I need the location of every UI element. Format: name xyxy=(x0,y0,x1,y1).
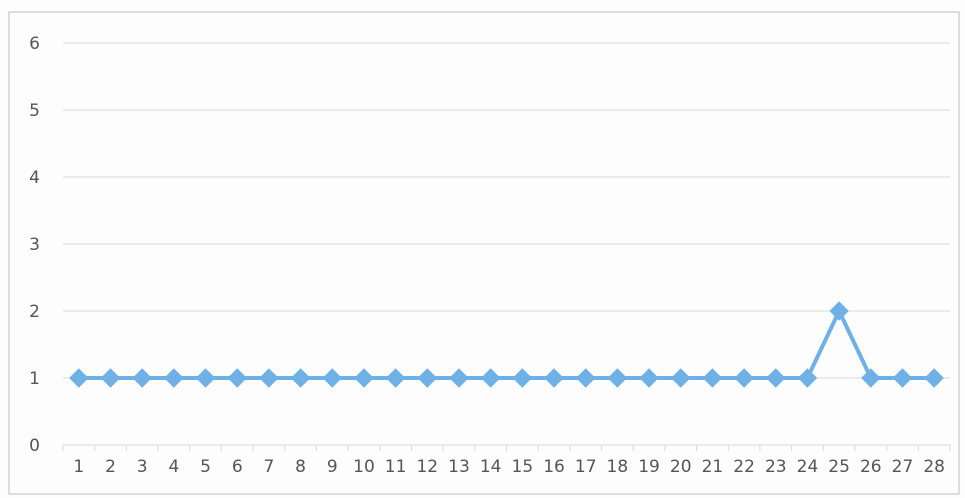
x-tick-label: 26 xyxy=(860,457,882,477)
x-axis-tick-labels: 1 2 3 4 5 6 7 8 9 10 11 12 13 14 15 16 17 18 19 20 21 22 23 24 2… xyxy=(73,457,945,477)
data-point-marker xyxy=(829,301,849,321)
y-tick-label: 2 xyxy=(29,302,40,322)
data-point-marker xyxy=(385,368,406,388)
y-tick-label: 0 xyxy=(29,436,40,456)
x-tick-label: 22 xyxy=(733,457,755,477)
data-point-marker xyxy=(290,368,311,388)
x-tick-label: 4 xyxy=(168,457,179,477)
x-tick-label: 15 xyxy=(512,457,534,477)
data-point-marker xyxy=(797,368,818,388)
data-point-marker xyxy=(671,368,691,388)
x-tick-label: 20 xyxy=(670,457,692,477)
x-tick-label: 23 xyxy=(765,457,787,477)
data-point-marker xyxy=(259,368,279,388)
data-point-marker xyxy=(322,368,342,388)
data-point-marker xyxy=(480,368,501,388)
x-tick-label: 7 xyxy=(263,457,274,477)
data-point-marker xyxy=(512,368,533,388)
data-point-marker xyxy=(639,368,659,388)
data-point-marker xyxy=(892,368,913,388)
data-point-marker xyxy=(861,368,881,388)
x-tick-label: 24 xyxy=(797,457,819,477)
chart-border xyxy=(8,11,960,495)
x-tick-label: 11 xyxy=(385,457,407,477)
gridlines xyxy=(62,42,951,451)
data-point-marker xyxy=(734,368,754,388)
x-tick-label: 10 xyxy=(353,457,375,477)
data-point-marker xyxy=(100,368,121,388)
y-tick-label: 3 xyxy=(29,235,40,255)
x-tick-label: 18 xyxy=(607,457,629,477)
x-tick-label: 28 xyxy=(923,457,945,477)
y-tick-label: 6 xyxy=(29,34,40,54)
data-point-marker xyxy=(575,368,596,388)
data-point-marker xyxy=(924,368,944,388)
series-layer xyxy=(69,301,944,388)
x-tick-label: 8 xyxy=(295,457,306,477)
x-tick-label: 9 xyxy=(327,457,338,477)
y-axis-tick-labels: 0 1 2 3 4 5 6 xyxy=(29,34,40,456)
x-tick-label: 25 xyxy=(828,457,850,477)
data-point-marker xyxy=(354,368,374,388)
x-tick-label: 12 xyxy=(416,457,438,477)
data-point-marker xyxy=(417,368,438,388)
data-point-marker xyxy=(132,368,152,388)
series-line xyxy=(76,309,937,380)
x-tick-label: 16 xyxy=(543,457,565,477)
x-tick-label: 17 xyxy=(575,457,597,477)
x-tick-label: 6 xyxy=(232,457,243,477)
data-point-marker xyxy=(164,368,184,388)
x-tick-label: 21 xyxy=(702,457,724,477)
data-point-marker xyxy=(227,368,247,388)
y-tick-label: 5 xyxy=(29,101,40,121)
x-tick-label: 27 xyxy=(892,457,914,477)
y-tick-label: 1 xyxy=(29,369,40,389)
x-tick-label: 5 xyxy=(200,457,211,477)
data-point-marker xyxy=(766,368,786,388)
x-tick-label: 2 xyxy=(105,457,116,477)
data-point-marker xyxy=(69,368,89,388)
y-tick-label: 4 xyxy=(29,168,40,188)
x-tick-label: 13 xyxy=(448,457,470,477)
x-tick-label: 19 xyxy=(638,457,660,477)
data-point-marker xyxy=(702,368,723,388)
data-point-marker xyxy=(195,368,216,388)
x-tick-label: 3 xyxy=(137,457,148,477)
data-point-marker xyxy=(544,368,564,388)
data-point-marker xyxy=(607,368,628,388)
x-tick-label: 1 xyxy=(73,457,84,477)
x-tick-label: 14 xyxy=(480,457,502,477)
data-point-marker xyxy=(449,368,469,388)
